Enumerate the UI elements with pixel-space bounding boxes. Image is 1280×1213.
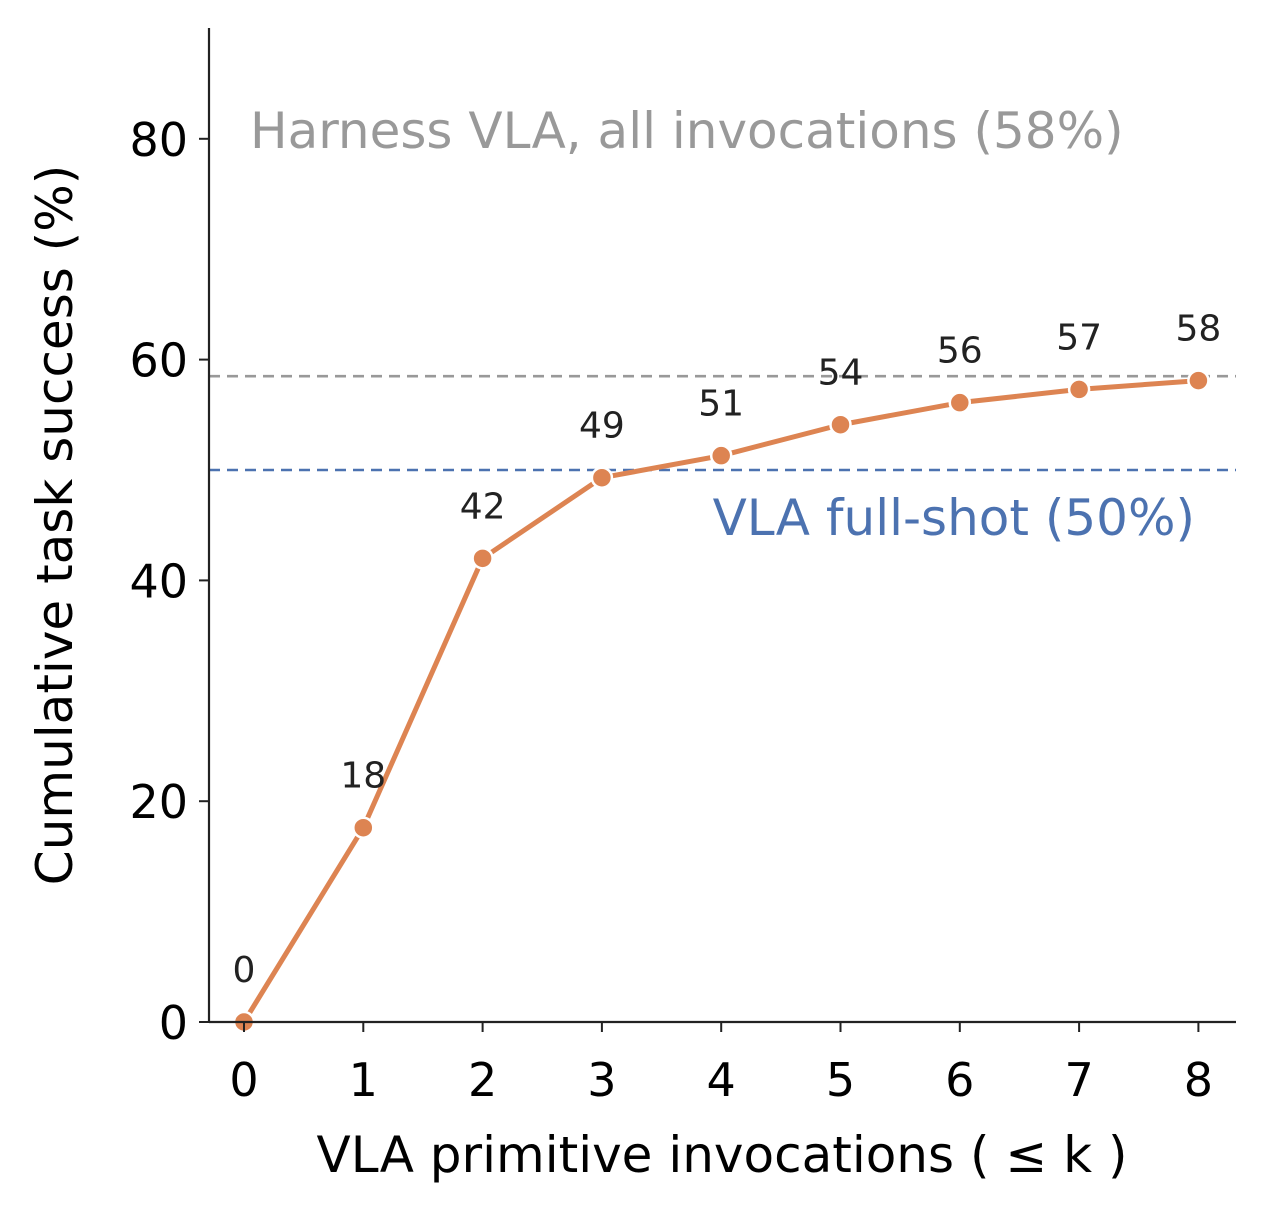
x-tick-label-1: 1: [349, 1053, 378, 1107]
data-label-1: 18: [340, 756, 386, 797]
x-tick-label-0: 0: [229, 1053, 258, 1107]
data-label-8: 58: [1175, 309, 1221, 350]
x-tick-label-5: 5: [826, 1053, 855, 1107]
data-point-3: [590, 466, 614, 489]
y-tick-label-0: 0: [159, 996, 188, 1050]
y-axis-label: Cumulative task success (%): [26, 165, 84, 885]
data-point-7: [1067, 378, 1091, 401]
x-axis-label: VLA primitive invocations ( ≤ k ): [317, 1126, 1128, 1184]
data-label-6: 56: [937, 331, 983, 372]
data-label-5: 54: [818, 353, 864, 394]
axes: [207, 28, 1236, 1024]
data-label-0: 0: [233, 950, 256, 991]
x-tick-label-3: 3: [587, 1053, 616, 1107]
data-label-7: 57: [1056, 317, 1102, 358]
data-point-4: [709, 444, 733, 467]
data-labels: 0 18 42 49 51 54 56 57 58: [233, 309, 1222, 991]
reference-label-full-shot: VLA full-shot (50%): [713, 489, 1195, 547]
x-tick-label-4: 4: [707, 1053, 736, 1107]
x-tick-label-6: 6: [945, 1053, 974, 1107]
data-label-2: 42: [460, 486, 506, 527]
reference-lines: Harness VLA, all invocations (58%) VLA fu…: [209, 102, 1236, 547]
data-point-5: [829, 413, 852, 436]
x-tick-label-2: 2: [468, 1053, 497, 1107]
data-label-4: 51: [698, 384, 744, 425]
x-tick-label-8: 8: [1184, 1053, 1213, 1107]
y-tick-label-20: 20: [129, 775, 188, 829]
x-tick-label-7: 7: [1064, 1053, 1093, 1107]
data-point-8: [1187, 369, 1210, 392]
y-tick-label-80: 80: [129, 113, 188, 167]
data-point-2: [471, 547, 494, 570]
data-label-3: 49: [579, 406, 625, 447]
series-line-1: [241, 378, 1201, 1025]
y-tick-label-40: 40: [129, 554, 188, 608]
reference-label-harness: Harness VLA, all invocations (58%): [250, 102, 1124, 160]
data-point-6: [948, 391, 972, 414]
data-point-1: [352, 816, 375, 839]
y-tick-label-60: 60: [129, 334, 188, 388]
